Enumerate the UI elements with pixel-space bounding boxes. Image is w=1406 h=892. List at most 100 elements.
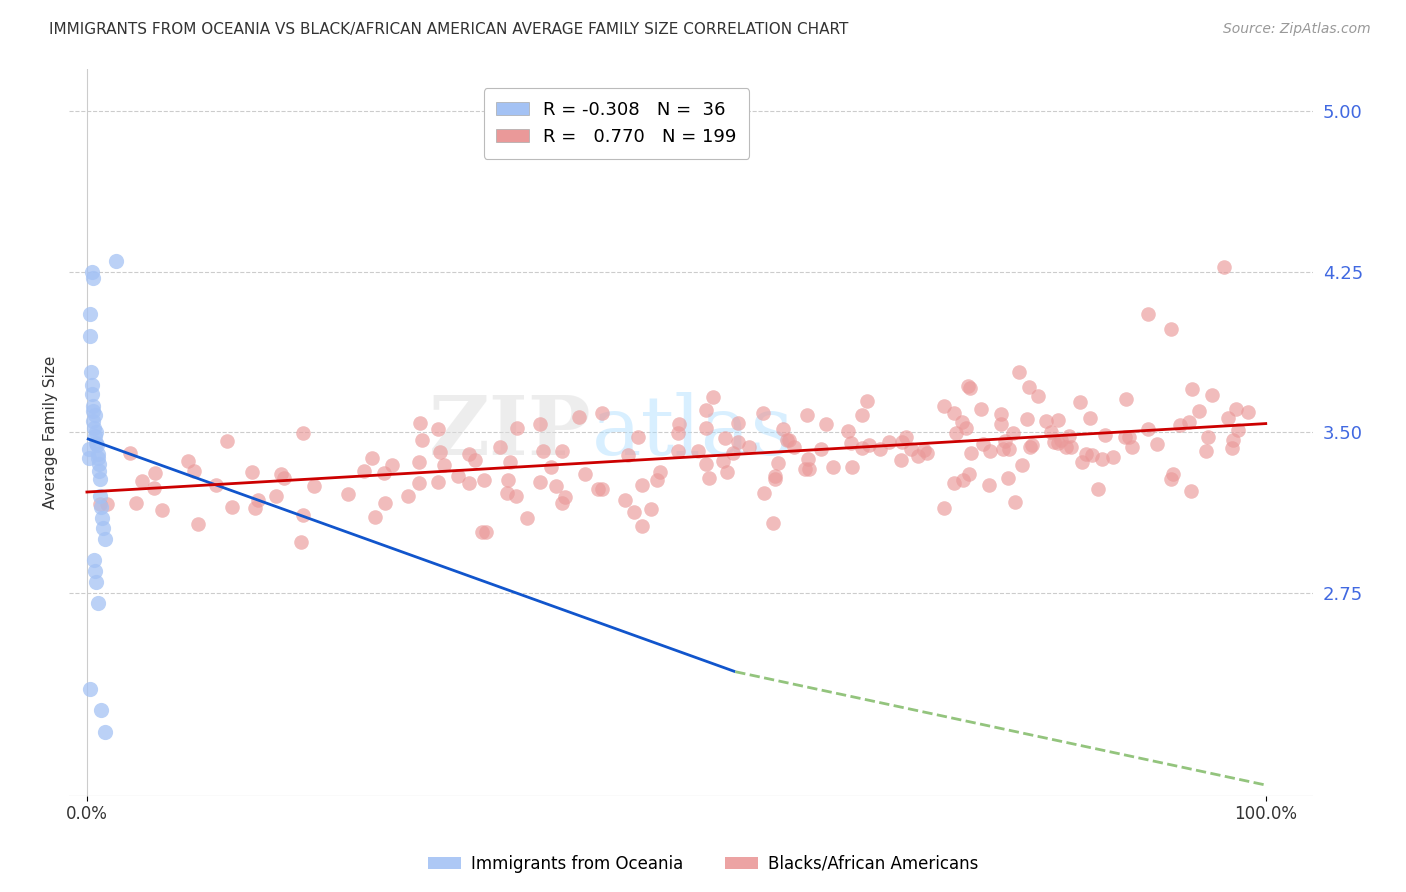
- Text: IMMIGRANTS FROM OCEANIA VS BLACK/AFRICAN AMERICAN AVERAGE FAMILY SIZE CORRELATIO: IMMIGRANTS FROM OCEANIA VS BLACK/AFRICAN…: [49, 22, 849, 37]
- Legend: Immigrants from Oceania, Blacks/African Americans: Immigrants from Oceania, Blacks/African …: [420, 848, 986, 880]
- Point: [1080, 410, 1102, 425]
- Point: [1002, 426, 1025, 441]
- Point: [83, 553, 105, 567]
- Point: [1181, 382, 1204, 396]
- Point: [1043, 434, 1066, 449]
- Point: [496, 473, 519, 487]
- Point: [84, 435, 107, 450]
- Point: [1021, 438, 1043, 452]
- Point: [89, 464, 111, 478]
- Point: [1060, 440, 1083, 454]
- Point: [143, 481, 166, 495]
- Point: [1080, 448, 1102, 462]
- Point: [716, 466, 738, 480]
- Point: [247, 492, 270, 507]
- Point: [957, 467, 980, 482]
- Point: [83, 408, 105, 422]
- Point: [1091, 452, 1114, 467]
- Point: [1017, 412, 1039, 426]
- Point: [221, 500, 243, 514]
- Point: [150, 502, 173, 516]
- Point: [990, 408, 1012, 422]
- Point: [776, 433, 799, 447]
- Point: [915, 445, 938, 459]
- Point: [408, 476, 430, 491]
- Point: [89, 472, 111, 486]
- Point: [695, 421, 717, 435]
- Point: [426, 475, 449, 489]
- Point: [912, 443, 935, 458]
- Point: [1168, 417, 1191, 432]
- Point: [586, 482, 609, 496]
- Point: [447, 468, 470, 483]
- Point: [814, 417, 837, 431]
- Point: [1071, 455, 1094, 469]
- Point: [1201, 388, 1223, 402]
- Point: [754, 486, 776, 500]
- Point: [187, 516, 209, 531]
- Point: [302, 479, 325, 493]
- Point: [762, 516, 785, 530]
- Point: [373, 466, 395, 480]
- Point: [877, 435, 900, 450]
- Point: [668, 417, 690, 432]
- Point: [714, 431, 737, 445]
- Point: [93, 724, 115, 739]
- Point: [290, 535, 312, 549]
- Point: [783, 440, 806, 454]
- Point: [1047, 435, 1070, 450]
- Point: [143, 466, 166, 480]
- Point: [640, 501, 662, 516]
- Point: [1161, 467, 1184, 481]
- Point: [591, 406, 613, 420]
- Point: [630, 478, 652, 492]
- Point: [77, 450, 100, 465]
- Point: [82, 386, 104, 401]
- Point: [183, 465, 205, 479]
- Point: [942, 475, 965, 490]
- Point: [1087, 483, 1109, 497]
- Point: [1188, 404, 1211, 418]
- Point: [666, 444, 689, 458]
- Legend: R = -0.308   N =  36, R =   0.770   N = 199: R = -0.308 N = 36, R = 0.770 N = 199: [484, 88, 749, 159]
- Point: [546, 479, 568, 493]
- Point: [1094, 428, 1116, 442]
- Point: [869, 442, 891, 457]
- Point: [932, 500, 955, 515]
- Point: [83, 421, 105, 435]
- Point: [1118, 430, 1140, 444]
- Point: [409, 417, 432, 431]
- Point: [408, 455, 430, 469]
- Point: [177, 453, 200, 467]
- Point: [84, 564, 107, 578]
- Point: [972, 437, 994, 451]
- Point: [574, 467, 596, 481]
- Point: [89, 489, 111, 503]
- Point: [215, 434, 238, 448]
- Point: [337, 486, 360, 500]
- Point: [93, 521, 115, 535]
- Point: [950, 415, 973, 429]
- Point: [970, 402, 993, 417]
- Point: [666, 426, 689, 441]
- Point: [292, 425, 315, 440]
- Point: [890, 434, 912, 449]
- Point: [1121, 440, 1143, 454]
- Point: [80, 365, 103, 379]
- Point: [505, 489, 527, 503]
- Point: [1011, 458, 1033, 472]
- Point: [1160, 472, 1182, 486]
- Point: [778, 434, 800, 448]
- Point: [273, 471, 295, 485]
- Point: [82, 271, 104, 285]
- Point: [495, 486, 517, 500]
- Point: [86, 596, 108, 610]
- Point: [360, 451, 382, 466]
- Point: [264, 489, 287, 503]
- Point: [821, 459, 844, 474]
- Point: [1180, 484, 1202, 499]
- Point: [554, 490, 576, 504]
- Point: [1114, 430, 1136, 444]
- Point: [204, 477, 226, 491]
- Point: [645, 473, 668, 487]
